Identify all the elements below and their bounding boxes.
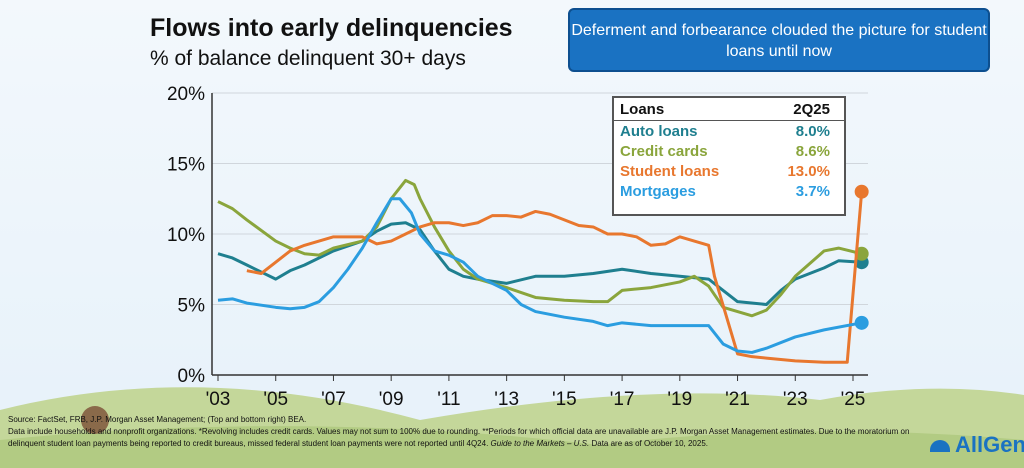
y-tick-label: 20% [167,84,205,105]
legend-header-period: 2Q25 [793,101,830,118]
callout-box: Deferment and forbearance clouded the pi… [568,8,990,72]
x-tick-label: '07 [321,389,346,410]
y-tick-label: 5% [178,296,206,317]
legend-row-mortgages: Mortgages 3.7% [614,181,844,201]
footnote-notes: Data include households and nonprofit or… [8,427,910,448]
logo-icon [930,440,950,452]
x-tick-label: '25 [841,389,866,410]
y-tick-label: 0% [178,366,206,387]
legend-row-credit-cards: Credit cards 8.6% [614,141,844,161]
legend-row-auto-loans: Auto loans 8.0% [614,121,844,141]
legend-value: 8.6% [795,143,830,160]
legend-value: 13.0% [787,163,830,180]
end-marker-student-loans [854,184,869,199]
end-marker-mortgages [854,315,869,330]
x-tick-label: '05 [263,389,288,410]
series-line-credit-cards [217,178,863,318]
chart-subtitle: % of balance delinquent 30+ days [150,47,466,70]
x-tick-label: '17 [610,389,635,410]
legend-table: Loans 2Q25 Auto loans 8.0% Credit cards 8.6%… [612,96,846,216]
footnote: Source: FactSet, FRB, J.P. Morgan Asset … [8,414,938,450]
footnote-guide: Guide to the Markets – U.S. [490,439,590,448]
x-tick-label: '21 [725,389,750,410]
allgen-logo: AllGen [955,432,1024,457]
legend-label: Mortgages [620,183,696,200]
footnote-date: Data are as of October 10, 2025. [591,439,708,448]
x-tick-label: '23 [783,389,808,410]
footnote-source: Source: FactSet, FRB, J.P. Morgan Asset … [8,415,307,424]
legend-label: Auto loans [620,123,698,140]
x-tick-label: '13 [494,389,519,410]
y-tick-label: 15% [167,155,205,176]
x-tick-label: '09 [379,389,404,410]
legend-value: 8.0% [795,123,830,140]
hiker-figure [81,406,109,434]
legend-header-label: Loans [620,101,665,118]
x-tick-label: '15 [552,389,577,410]
legend-value: 3.7% [795,183,830,200]
x-tick-label: '19 [667,389,692,410]
series-line-auto-loans [217,221,862,306]
legend-label: Student loans [620,163,720,180]
chart-title: Flows into early delinquencies [150,14,513,42]
legend-row-student-loans: Student loans 13.0% [614,161,844,181]
legend-label: Credit cards [620,143,708,160]
x-tick-label: '11 [437,389,460,410]
y-tick-label: 10% [167,225,205,246]
series-line-mortgages [217,197,862,354]
x-tick-label: '03 [206,389,231,410]
